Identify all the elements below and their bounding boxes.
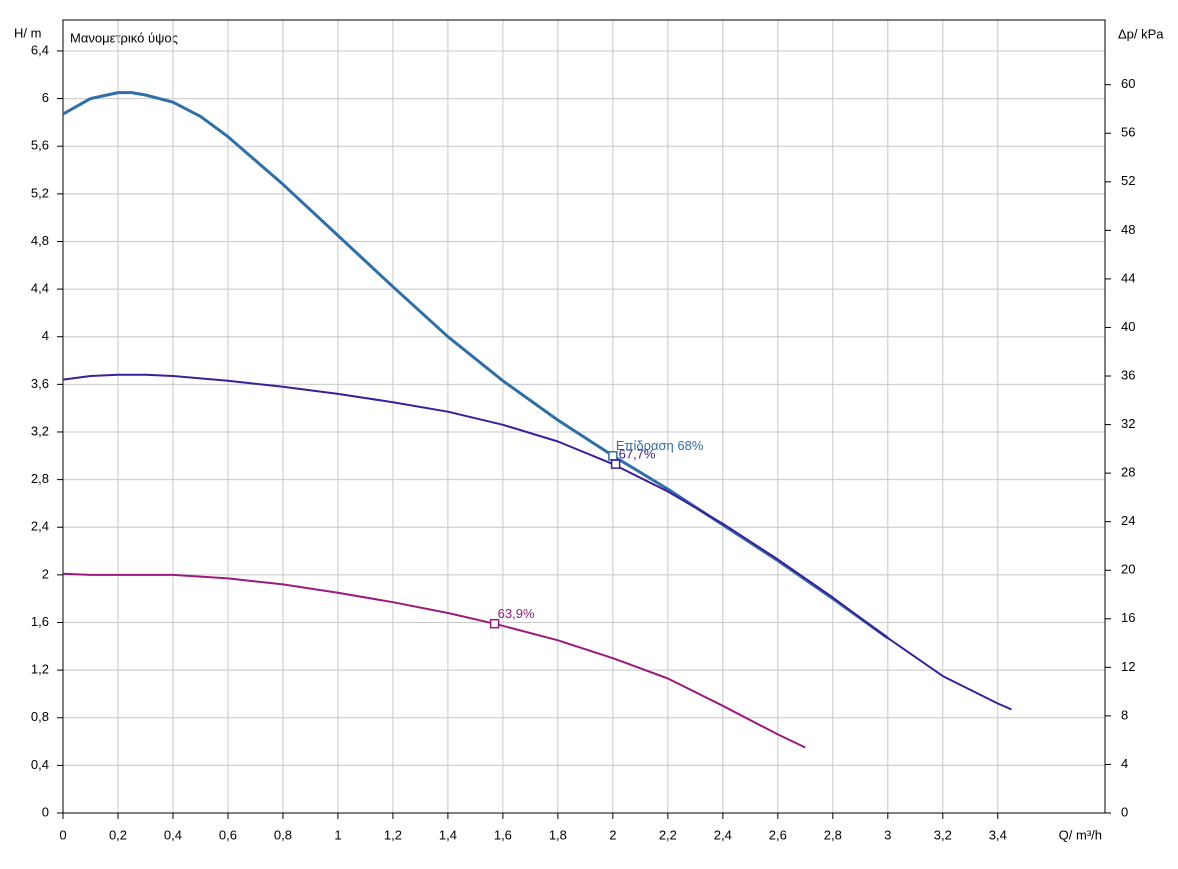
y2-tick-label: 0 xyxy=(1121,804,1128,819)
y2-tick-label: 52 xyxy=(1121,173,1135,188)
y-tick-label: 3,6 xyxy=(31,376,49,391)
y2-tick-label: 56 xyxy=(1121,125,1135,140)
point-label: Επίδραση 68% xyxy=(616,438,704,453)
curve xyxy=(62,572,806,749)
y-tick-label: 1,6 xyxy=(31,614,49,629)
y2-tick-label: 12 xyxy=(1121,659,1135,674)
y-axis-label: H/ m xyxy=(14,25,41,40)
y2-tick-label: 36 xyxy=(1121,367,1135,382)
x-tick-label: 0,6 xyxy=(219,827,237,842)
x-tick-label: 1,4 xyxy=(439,827,457,842)
x-axis-label: Q/ m³/h xyxy=(1059,827,1102,842)
y2-tick-label: 32 xyxy=(1121,416,1135,431)
x-tick-label: 3 xyxy=(884,827,891,842)
x-tick-label: 2,2 xyxy=(659,827,677,842)
y2-tick-label: 44 xyxy=(1121,270,1135,285)
x-tick-label: 2 xyxy=(609,827,616,842)
y-tick-label: 5,2 xyxy=(31,185,49,200)
point-label: 63,9% xyxy=(498,606,535,621)
y2-tick-label: 4 xyxy=(1121,756,1128,771)
operating-point xyxy=(610,459,621,469)
x-tick-label: 1,6 xyxy=(494,827,512,842)
y-tick-label: 0,8 xyxy=(31,709,49,724)
y-tick-label: 2,8 xyxy=(31,471,49,486)
x-tick-label: 0 xyxy=(59,827,66,842)
y-tick-label: 4,8 xyxy=(31,233,49,248)
x-tick-label: 0,2 xyxy=(109,827,127,842)
y2-tick-label: 24 xyxy=(1121,513,1135,528)
point-label: 67,7% xyxy=(619,447,656,462)
y-tick-label: 2,4 xyxy=(31,519,49,534)
x-tick-label: 2,4 xyxy=(714,827,732,842)
y-tick-label: 1,2 xyxy=(31,662,49,677)
y2-tick-label: 40 xyxy=(1121,319,1135,334)
y-tick-label: 3,2 xyxy=(31,423,49,438)
plot-frame xyxy=(62,19,1106,814)
y2-tick-label: 60 xyxy=(1121,76,1135,91)
y-tick-label: 5,6 xyxy=(31,138,49,153)
curve xyxy=(62,373,1012,711)
y-tick-label: 0 xyxy=(42,804,49,819)
x-tick-label: 0,4 xyxy=(164,827,182,842)
x-tick-label: 2,6 xyxy=(769,827,787,842)
x-tick-label: 3,4 xyxy=(989,827,1007,842)
y2-tick-label: 20 xyxy=(1121,562,1135,577)
y2-tick-label: 8 xyxy=(1121,707,1128,722)
x-tick-label: 3,2 xyxy=(934,827,952,842)
x-tick-label: 1 xyxy=(334,827,341,842)
y-tick-label: 2 xyxy=(42,566,49,581)
y2-axis-label: Δp/ kPa xyxy=(1118,26,1164,41)
y-tick-label: 0,4 xyxy=(31,757,49,772)
x-tick-label: 0,8 xyxy=(274,827,292,842)
curve xyxy=(62,91,889,640)
y-tick-label: 6 xyxy=(42,90,49,105)
x-tick-label: 2,8 xyxy=(824,827,842,842)
y-tick-label: 4,4 xyxy=(31,281,49,296)
x-tick-label: 1,8 xyxy=(549,827,567,842)
operating-point xyxy=(489,618,500,629)
chart-title: Μανομετρικό ύψος xyxy=(70,30,178,45)
y2-tick-label: 48 xyxy=(1121,222,1135,237)
y2-tick-label: 16 xyxy=(1121,610,1135,625)
y-tick-label: 6,4 xyxy=(31,42,49,57)
y-tick-label: 4 xyxy=(42,328,49,343)
x-tick-label: 1,2 xyxy=(384,827,402,842)
y2-tick-label: 28 xyxy=(1121,465,1135,480)
